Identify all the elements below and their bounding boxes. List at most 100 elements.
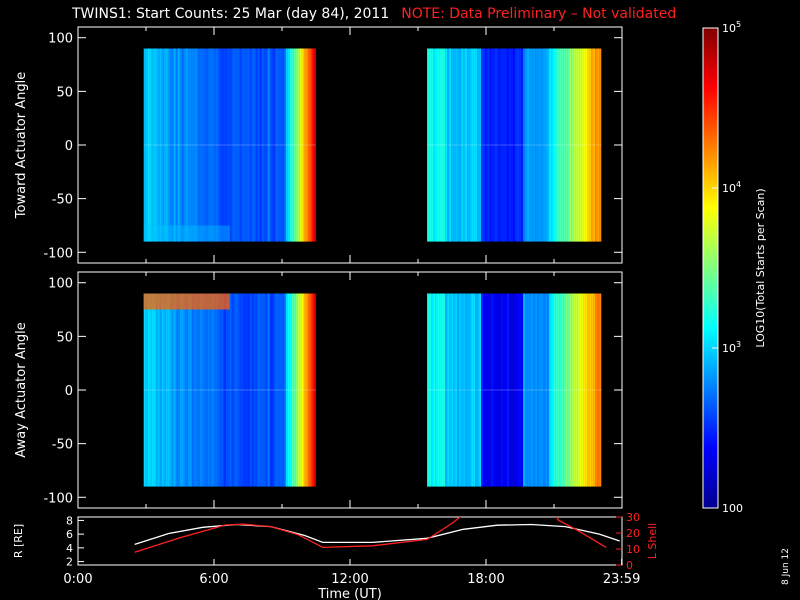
- heatmap-column: [167, 293, 170, 487]
- heatmap-column: [181, 48, 184, 242]
- colorbar-tick-label: 104: [722, 180, 741, 195]
- heatmap-column: [585, 48, 588, 242]
- heatmap-column: [499, 48, 502, 242]
- heatmap-column: [463, 293, 466, 487]
- heatmap-column: [499, 293, 502, 487]
- heatmap-column: [591, 48, 594, 242]
- heatmap-column: [533, 293, 536, 487]
- heatmap-column: [481, 48, 484, 242]
- heatmap-column: [531, 293, 534, 487]
- heatmap-column: [303, 48, 306, 242]
- heatmap-column: [579, 293, 582, 487]
- heatmap-column: [557, 48, 560, 242]
- heatmap-column: [175, 293, 178, 487]
- heatmap-column: [185, 293, 188, 487]
- heatmap-column: [595, 48, 598, 242]
- heatmap-column: [521, 293, 524, 487]
- heatmap-column: [249, 293, 252, 487]
- heatmap-column: [521, 48, 524, 242]
- heatmap-column: [525, 293, 528, 487]
- heatmap-column: [465, 48, 468, 242]
- orbit-lines: [134, 517, 620, 553]
- heatmap-column: [445, 293, 448, 487]
- heatmap-column: [217, 48, 220, 242]
- heatmap-column: [437, 293, 440, 487]
- heatmap-column: [531, 48, 534, 242]
- heatmap-column: [579, 48, 582, 242]
- heatmap-column: [547, 48, 550, 242]
- heatmap-zero-line: [143, 389, 316, 391]
- heatmap-column: [459, 48, 462, 242]
- toward-panel: 100 50 0 -50 -100 Toward Actuator Angle: [14, 26, 623, 264]
- heatmap-column: [193, 293, 196, 487]
- heatmap-column: [535, 48, 538, 242]
- heatmap-column: [549, 293, 552, 487]
- heatmap-column: [501, 293, 504, 487]
- heatmap-column: [465, 293, 468, 487]
- heatmap-column: [515, 293, 518, 487]
- heatmap-column: [299, 293, 302, 487]
- heatmap-column: [461, 48, 464, 242]
- heatmap-column: [571, 48, 574, 242]
- heatmap-column: [271, 293, 274, 487]
- heatmap-column: [507, 48, 510, 242]
- heatmap-column: [495, 48, 498, 242]
- heatmap-column: [291, 293, 294, 487]
- heatmap-column: [581, 48, 584, 242]
- time-tick-label: 18:00: [467, 572, 504, 587]
- heatmap-column: [577, 48, 580, 242]
- heatmap-column: [547, 293, 550, 487]
- heatmap-column: [289, 293, 292, 487]
- heatmap-column: [565, 293, 568, 487]
- heatmap-column: [469, 293, 472, 487]
- heatmap-column: [551, 48, 554, 242]
- lshell-tick-label: 30: [626, 511, 640, 524]
- heatmap-column: [487, 48, 490, 242]
- heatmap-column: [439, 48, 442, 242]
- heatmap-column: [585, 293, 588, 487]
- heatmap-column: [569, 48, 572, 242]
- heatmap-column: [505, 293, 508, 487]
- heatmap-column: [241, 293, 244, 487]
- heatmap-column: [313, 48, 316, 242]
- heatmap-column: [451, 48, 454, 242]
- heatmap-column: [305, 48, 308, 242]
- heatmap-column: [467, 48, 470, 242]
- heatmap-column: [269, 293, 272, 487]
- heatmap-column: [453, 48, 456, 242]
- heatmap-column: [253, 48, 256, 242]
- heatmap-column: [213, 48, 216, 242]
- heatmap-column: [269, 48, 272, 242]
- heatmap-column: [477, 48, 480, 242]
- heatmap-column: [301, 48, 304, 242]
- lshell-y-ticks: 30 20 10 0: [616, 511, 640, 572]
- heatmap-column: [593, 293, 596, 487]
- heatmap-column: [145, 293, 148, 487]
- y-tick-label: 50: [56, 330, 73, 345]
- x-axis-label: Time (UT): [317, 587, 382, 600]
- heatmap-column: [281, 48, 284, 242]
- heatmap-column: [215, 48, 218, 242]
- heatmap-column: [583, 48, 586, 242]
- heatmap-column: [589, 48, 592, 242]
- heatmap-column: [543, 293, 546, 487]
- heatmap-column: [489, 293, 492, 487]
- heatmap-column: [245, 48, 248, 242]
- heatmap-column: [215, 293, 218, 487]
- lshell-tick-label: 0: [626, 559, 633, 572]
- heatmap-column: [599, 293, 602, 487]
- heatmap-column: [219, 48, 222, 242]
- heatmap-column: [527, 293, 530, 487]
- away-y-ticks: 100 50 0 -50 -100: [43, 272, 623, 508]
- heatmap-column: [195, 293, 198, 487]
- heatmap-column: [295, 48, 298, 242]
- heatmap-column: [297, 293, 300, 487]
- heatmap-column: [165, 48, 168, 242]
- heatmap-column: [587, 293, 590, 487]
- heatmap-column: [147, 48, 150, 242]
- heatmap-column: [523, 293, 526, 487]
- heatmap-column: [149, 48, 152, 242]
- heatmap-column: [185, 48, 188, 242]
- heatmap-column: [295, 293, 298, 487]
- heatmap-column: [545, 293, 548, 487]
